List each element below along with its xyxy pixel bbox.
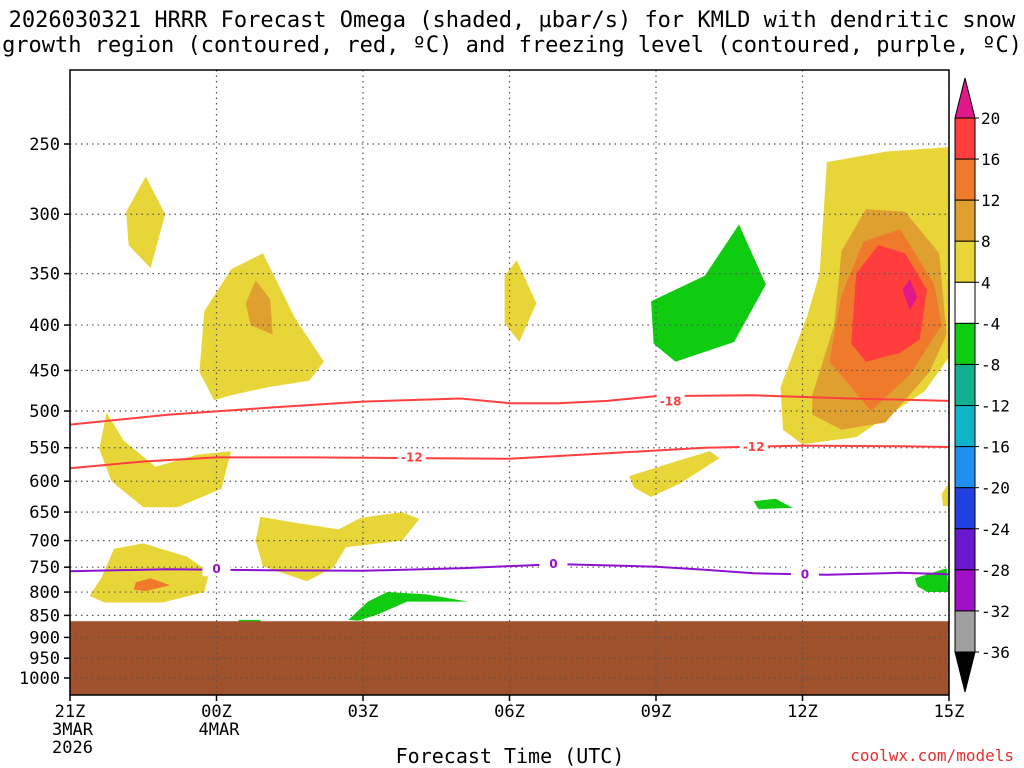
- colorbar-swatch-10: [954, 528, 976, 571]
- colorbar-label-13: -36: [981, 643, 1010, 662]
- colorbar-swatch-2: [954, 199, 976, 242]
- colorbar-label-8: -16: [981, 438, 1010, 457]
- colorbar-label-5: -4: [981, 314, 1000, 333]
- omega-region-6: [89, 543, 210, 603]
- freezing-label-2: 0: [801, 567, 809, 581]
- x-tick-label-06Z: 06Z: [494, 702, 525, 722]
- omega-region-12: [941, 482, 949, 507]
- dendritic-label-0-bg: [656, 393, 685, 409]
- freezing-level-contour: [69, 563, 950, 576]
- omega-region-0: [126, 176, 166, 269]
- y-tick-label-750: 750: [29, 558, 60, 578]
- omega-region-10: [753, 498, 793, 510]
- colorbar-label-10: -24: [981, 520, 1010, 539]
- y-tick-label-450: 450: [29, 361, 60, 381]
- y-tick-label-250: 250: [29, 135, 60, 155]
- x-tick-label-12Z: 12Z: [787, 702, 818, 722]
- colorbar-swatch-9: [954, 487, 976, 530]
- colorbar-label-1: 16: [981, 150, 1000, 169]
- colorbar-label-0: 20: [981, 109, 1000, 128]
- colorbar-swatch-7: [954, 405, 976, 448]
- colorbar-swatch-5: [954, 322, 976, 365]
- colorbar-label-11: -28: [981, 561, 1010, 580]
- freezing-label-0: 0: [212, 562, 220, 576]
- colorbar-bottom-triangle: [954, 651, 976, 693]
- x-tick-label-00Z: 00Z: [201, 702, 232, 722]
- colorbar-swatch-3: [954, 240, 976, 283]
- y-tick-label-700: 700: [29, 532, 60, 552]
- colorbar-label-6: -8: [981, 355, 1000, 374]
- omega-region-9: [651, 224, 766, 362]
- colorbar-label-9: -20: [981, 479, 1010, 498]
- freezing-label-0-bg: [202, 561, 231, 577]
- x-tick-label-09Z: 09Z: [641, 702, 672, 722]
- y-tick-label-650: 650: [29, 503, 60, 523]
- y-tick-label-600: 600: [29, 472, 60, 492]
- y-tick-label-550: 550: [29, 439, 60, 459]
- omega-region-11: [914, 568, 949, 592]
- x-tick-label-21Z: 21Z: [55, 702, 86, 722]
- grid-lines: [69, 70, 950, 695]
- y-tick-label-300: 300: [29, 205, 60, 225]
- omega-region-5: [255, 512, 420, 582]
- colorbar-swatch-6: [954, 363, 976, 407]
- credit-text: coolwx.com/models: [850, 746, 1014, 765]
- omega-region-8: [629, 451, 720, 497]
- dendritic-label-1b: -12: [743, 440, 765, 454]
- dendritic-label-0: -18: [660, 395, 682, 409]
- omega-shading: [89, 147, 949, 624]
- colorbar: 20 16 12 8 4 -4 -8 -12 -16 -20 -24 -28 -32 -36: [954, 77, 1010, 693]
- colorbar-swatch-12: [954, 610, 976, 653]
- y-tick-label-1000: 1000: [19, 669, 60, 689]
- colorbar-swatch-4: [954, 281, 976, 324]
- x-axis-label: Forecast Time (UTC): [395, 744, 625, 768]
- x-tick-sublabel-00Z-0: 4MAR: [199, 720, 241, 740]
- y-tick-label-900: 900: [29, 628, 60, 648]
- y-tick-label-350: 350: [29, 265, 60, 285]
- colorbar-label-12: -32: [981, 602, 1010, 621]
- colorbar-label-3: 8: [981, 232, 991, 251]
- freezing-label-1: 0: [549, 557, 557, 571]
- x-tick-label-03Z: 03Z: [348, 702, 379, 722]
- colorbar-label-2: 12: [981, 191, 1000, 210]
- colorbar-label-4: 4: [981, 273, 991, 292]
- colorbar-swatch-11: [954, 569, 976, 612]
- omega-region-7: [133, 578, 171, 592]
- y-tick-label-500: 500: [29, 402, 60, 422]
- dendritic-contour-1: [69, 444, 950, 470]
- omega-region-13: [348, 592, 468, 621]
- contour-lines: -18 -12 -12 0 0 0: [69, 393, 950, 582]
- axes: 2503003504004505005506006507007508008509…: [19, 69, 965, 758]
- chart-title: 2026030321 HRRR Forecast Omega (shaded, …: [2, 8, 1022, 58]
- freezing-label-2-bg: [790, 566, 819, 582]
- omega-region-3: [99, 412, 232, 508]
- colorbar-swatch-1: [954, 158, 976, 201]
- dendritic-label-1: -12: [401, 450, 423, 464]
- colorbar-swatch-0: [954, 117, 976, 160]
- freezing-label-1-bg: [539, 556, 568, 572]
- x-tick-sublabel-21Z-1: 2026: [52, 738, 93, 758]
- omega-region-18: [851, 245, 927, 362]
- y-tick-label-400: 400: [29, 316, 60, 336]
- omega-region-19: [902, 279, 918, 311]
- x-tick-label-15Z: 15Z: [934, 702, 965, 722]
- omega-region-2: [245, 280, 273, 335]
- x-tick-sublabel-21Z-0: 3MAR: [52, 720, 94, 740]
- colorbar-label-7: -12: [981, 397, 1010, 416]
- dendritic-label-1-bg: [397, 449, 426, 465]
- y-tick-label-850: 850: [29, 606, 60, 626]
- colorbar-top-triangle: [954, 77, 976, 119]
- omega-region-4: [504, 260, 537, 342]
- colorbar-swatch-8: [954, 446, 976, 489]
- y-tick-label-950: 950: [29, 649, 60, 669]
- dendritic-contour-0: [69, 394, 950, 426]
- dendritic-label-1b-bg: [739, 439, 768, 455]
- y-tick-label-800: 800: [29, 583, 60, 603]
